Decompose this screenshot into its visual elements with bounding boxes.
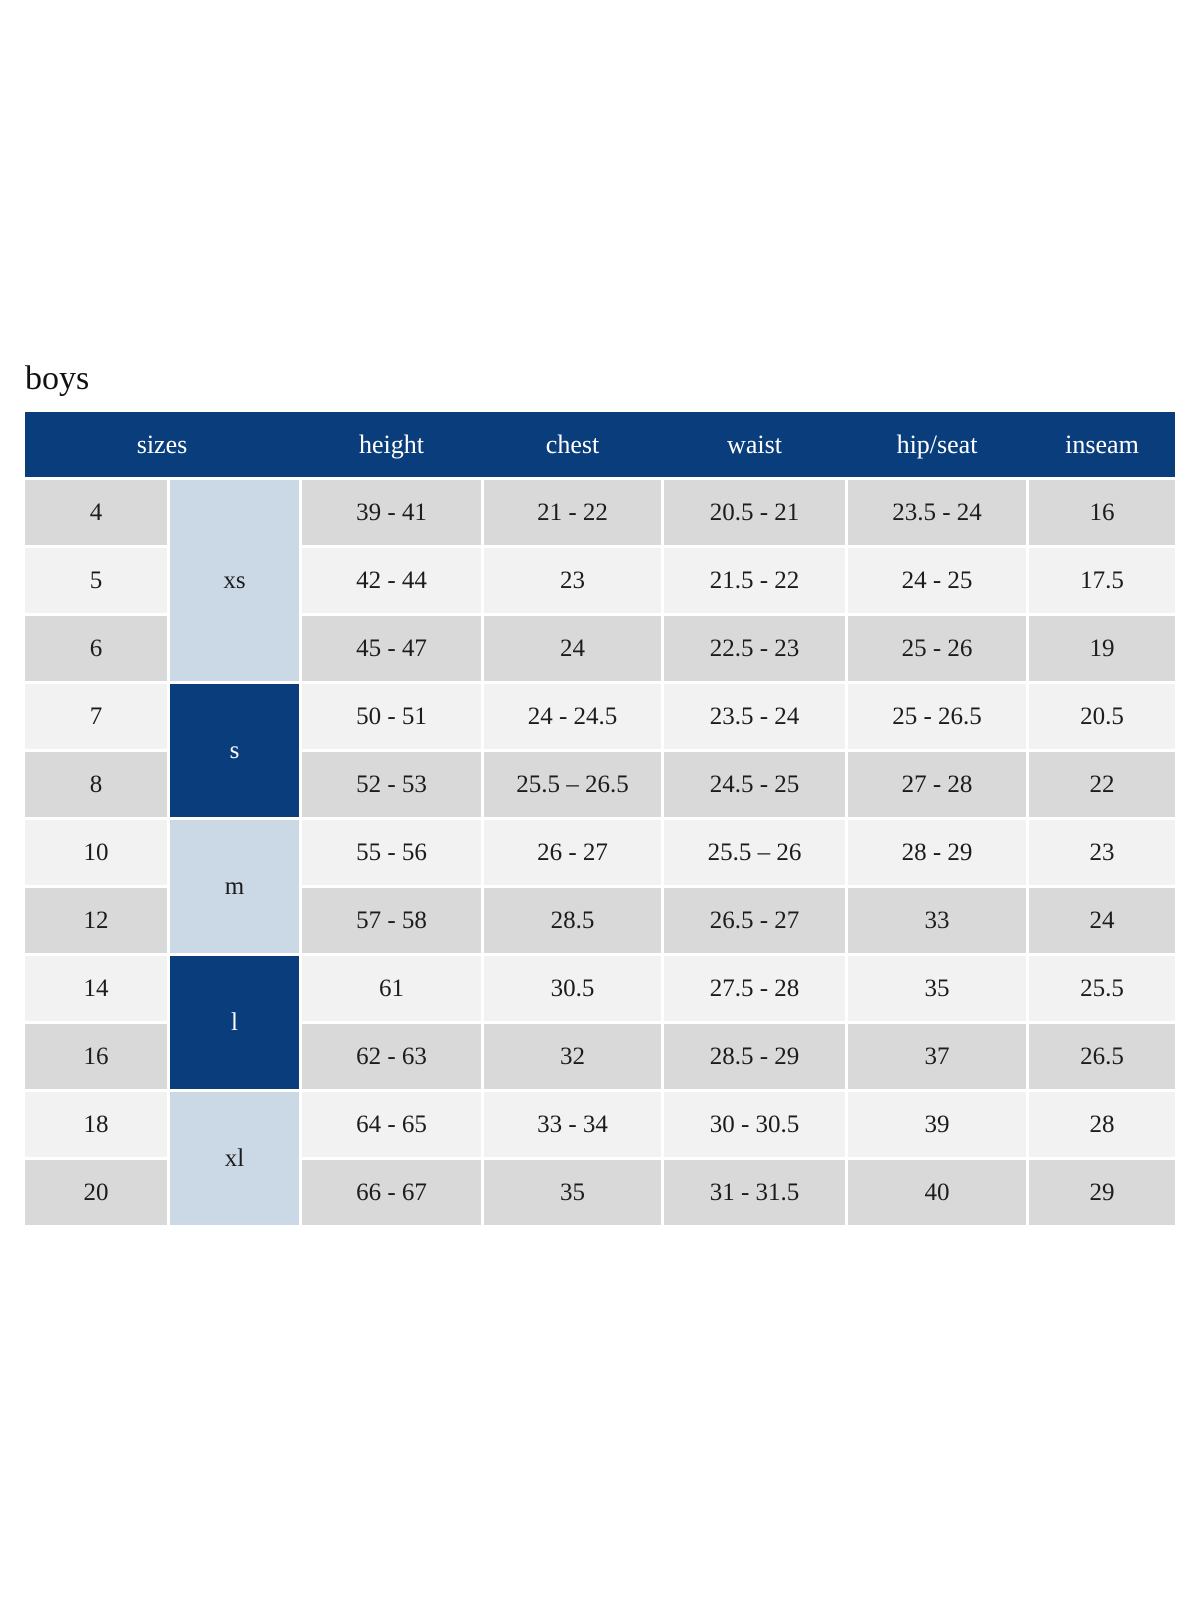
height-cell: 42 - 44 bbox=[302, 548, 481, 613]
hip-seat-cell: 25 - 26 bbox=[848, 616, 1026, 681]
height-cell: 55 - 56 bbox=[302, 820, 481, 885]
hip-seat-cell: 23.5 - 24 bbox=[848, 480, 1026, 545]
height-cell: 39 - 41 bbox=[302, 480, 481, 545]
size-group-cell-m: m bbox=[170, 820, 299, 953]
size-cell: 20 bbox=[25, 1160, 167, 1225]
height-cell: 45 - 47 bbox=[302, 616, 481, 681]
size-cell: 12 bbox=[25, 888, 167, 953]
chest-cell: 24 - 24.5 bbox=[484, 684, 661, 749]
size-cell: 8 bbox=[25, 752, 167, 817]
inseam-cell: 29 bbox=[1029, 1160, 1175, 1225]
hip-seat-cell: 35 bbox=[848, 956, 1026, 1021]
waist-cell: 28.5 - 29 bbox=[664, 1024, 845, 1089]
column-header-hip-seat: hip/seat bbox=[896, 429, 978, 459]
table-header-row: sizes height chest waist hip/seat inseam bbox=[25, 412, 1175, 477]
column-header-inseam: inseam bbox=[1065, 429, 1139, 459]
inseam-cell: 25.5 bbox=[1029, 956, 1175, 1021]
height-cell: 52 - 53 bbox=[302, 752, 481, 817]
chest-cell: 28.5 bbox=[484, 888, 661, 953]
waist-cell: 20.5 - 21 bbox=[664, 480, 845, 545]
chest-cell: 30.5 bbox=[484, 956, 661, 1021]
height-cell: 62 - 63 bbox=[302, 1024, 481, 1089]
chest-cell: 32 bbox=[484, 1024, 661, 1089]
hip-seat-cell: 28 - 29 bbox=[848, 820, 1026, 885]
hip-seat-cell: 24 - 25 bbox=[848, 548, 1026, 613]
height-cell: 50 - 51 bbox=[302, 684, 481, 749]
size-group-cell-l: l bbox=[170, 956, 299, 1089]
chest-cell: 25.5 – 26.5 bbox=[484, 752, 661, 817]
size-cell: 16 bbox=[25, 1024, 167, 1089]
inseam-cell: 16 bbox=[1029, 480, 1175, 545]
height-cell: 61 bbox=[302, 956, 481, 1021]
size-cell: 5 bbox=[25, 548, 167, 613]
size-group-cell-s: s bbox=[170, 684, 299, 817]
chest-cell: 26 - 27 bbox=[484, 820, 661, 885]
column-header-sizes: sizes bbox=[136, 429, 188, 459]
size-cell: 18 bbox=[25, 1092, 167, 1157]
hip-seat-cell: 39 bbox=[848, 1092, 1026, 1157]
chest-cell: 21 - 22 bbox=[484, 480, 661, 545]
inseam-cell: 20.5 bbox=[1029, 684, 1175, 749]
waist-cell: 27.5 - 28 bbox=[664, 956, 845, 1021]
size-cell: 14 bbox=[25, 956, 167, 1021]
waist-cell: 22.5 - 23 bbox=[664, 616, 845, 681]
inseam-cell: 26.5 bbox=[1029, 1024, 1175, 1089]
size-group-cell-xl: xl bbox=[170, 1092, 299, 1225]
waist-cell: 24.5 - 25 bbox=[664, 752, 845, 817]
hip-seat-cell: 33 bbox=[848, 888, 1026, 953]
waist-cell: 30 - 30.5 bbox=[664, 1092, 845, 1157]
chest-cell: 23 bbox=[484, 548, 661, 613]
waist-cell: 21.5 - 22 bbox=[664, 548, 845, 613]
size-cell: 7 bbox=[25, 684, 167, 749]
height-cell: 57 - 58 bbox=[302, 888, 481, 953]
size-cell: 10 bbox=[25, 820, 167, 885]
height-cell: 66 - 67 bbox=[302, 1160, 481, 1225]
waist-cell: 23.5 - 24 bbox=[664, 684, 845, 749]
inseam-cell: 17.5 bbox=[1029, 548, 1175, 613]
inseam-cell: 22 bbox=[1029, 752, 1175, 817]
column-header-chest: chest bbox=[545, 429, 600, 459]
inseam-cell: 24 bbox=[1029, 888, 1175, 953]
size-group-cell-xs: xs bbox=[170, 480, 299, 681]
waist-cell: 31 - 31.5 bbox=[664, 1160, 845, 1225]
column-header-waist: waist bbox=[727, 429, 782, 459]
page-title: boys bbox=[25, 360, 90, 397]
hip-seat-cell: 40 bbox=[848, 1160, 1026, 1225]
boys-size-chart-table: sizes height chest waist hip/seat inseam… bbox=[25, 412, 1175, 1225]
chest-cell: 35 bbox=[484, 1160, 661, 1225]
waist-cell: 25.5 – 26 bbox=[664, 820, 845, 885]
waist-cell: 26.5 - 27 bbox=[664, 888, 845, 953]
hip-seat-cell: 27 - 28 bbox=[848, 752, 1026, 817]
size-cell: 6 bbox=[25, 616, 167, 681]
hip-seat-cell: 37 bbox=[848, 1024, 1026, 1089]
height-cell: 64 - 65 bbox=[302, 1092, 481, 1157]
size-cell: 4 bbox=[25, 480, 167, 545]
hip-seat-cell: 25 - 26.5 bbox=[848, 684, 1026, 749]
column-header-height: height bbox=[359, 429, 424, 459]
inseam-cell: 23 bbox=[1029, 820, 1175, 885]
inseam-cell: 19 bbox=[1029, 616, 1175, 681]
inseam-cell: 28 bbox=[1029, 1092, 1175, 1157]
chest-cell: 33 - 34 bbox=[484, 1092, 661, 1157]
chest-cell: 24 bbox=[484, 616, 661, 681]
